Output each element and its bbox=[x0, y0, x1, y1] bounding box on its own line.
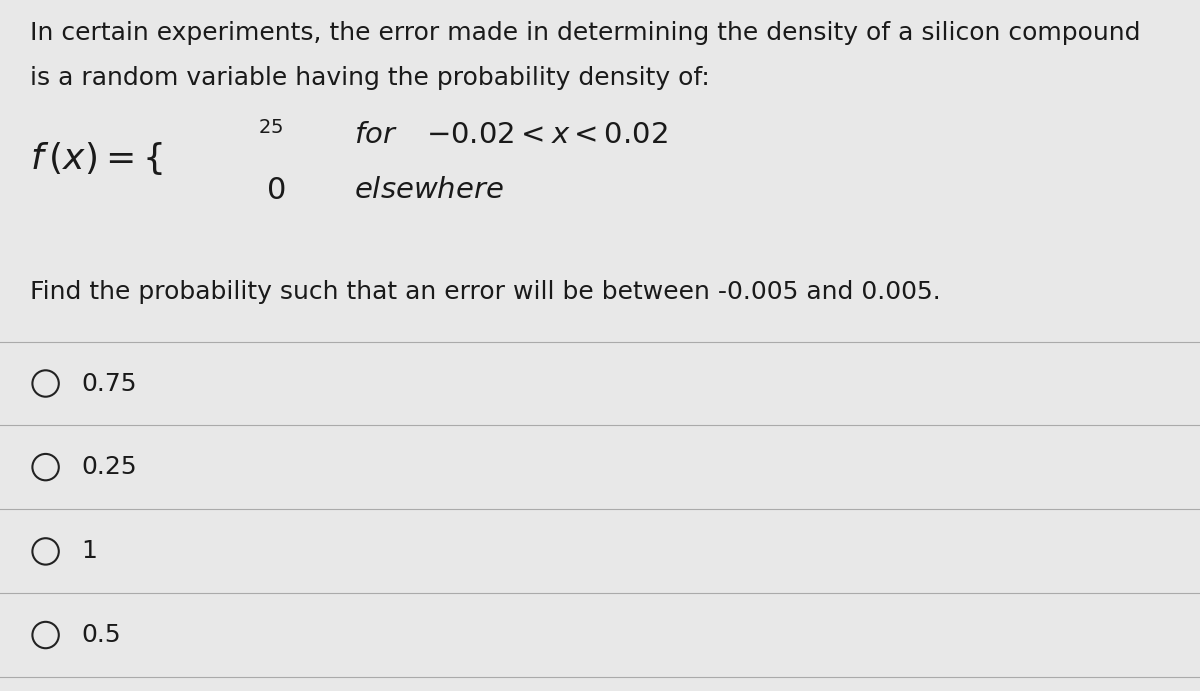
Text: 0.25: 0.25 bbox=[82, 455, 137, 479]
Text: 1: 1 bbox=[82, 540, 97, 563]
Text: is a random variable having the probability density of:: is a random variable having the probabil… bbox=[30, 66, 709, 90]
Text: $-0.02{<}x{<}0.02$: $-0.02{<}x{<}0.02$ bbox=[426, 120, 668, 149]
Text: $0$: $0$ bbox=[266, 175, 286, 205]
Text: $\mathit{elsewhere}$: $\mathit{elsewhere}$ bbox=[354, 176, 504, 204]
Text: $f\,(x) = \{$: $f\,(x) = \{$ bbox=[30, 140, 163, 178]
Text: 0.5: 0.5 bbox=[82, 623, 121, 647]
Text: In certain experiments, the error made in determining the density of a silicon c: In certain experiments, the error made i… bbox=[30, 21, 1140, 45]
Text: Find the probability such that an error will be between -0.005 and 0.005.: Find the probability such that an error … bbox=[30, 280, 941, 304]
Text: $\mathit{for}$: $\mathit{for}$ bbox=[354, 121, 397, 149]
Text: 0.75: 0.75 bbox=[82, 372, 137, 395]
Text: $^{25}$: $^{25}$ bbox=[258, 122, 283, 150]
